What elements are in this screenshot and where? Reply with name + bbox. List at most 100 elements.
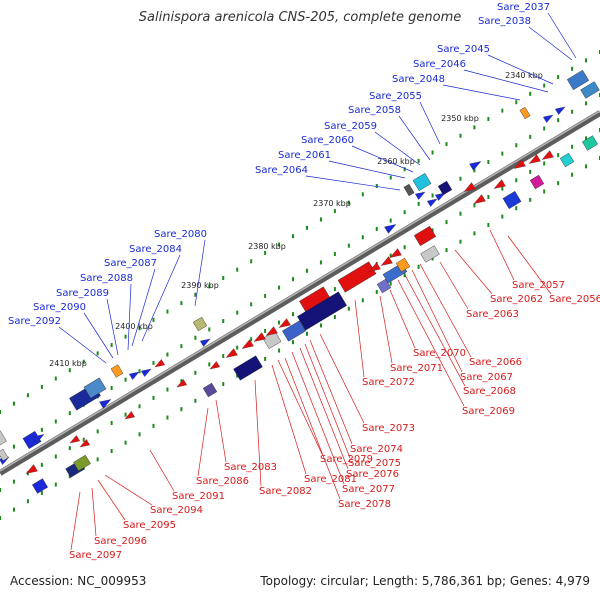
gene-arrow — [241, 339, 254, 349]
gene-box — [297, 291, 347, 331]
gene-label-bottom: Sare_2083 — [224, 462, 277, 473]
tick-mark — [305, 331, 308, 336]
genome-backbone-highlight — [0, 110, 600, 472]
tick-mark — [473, 125, 476, 130]
kbp-label: 2380 kbp — [248, 242, 286, 251]
gene-arrow — [99, 399, 112, 409]
gene-label-top: Sare_2087 — [104, 258, 157, 269]
gene-label-top: Sare_2080 — [154, 229, 207, 240]
leader-line — [489, 229, 515, 281]
tick-mark — [515, 178, 518, 183]
gene-box — [83, 377, 107, 399]
tick-mark — [166, 309, 169, 314]
gene-label-bottom: Sare_2057 — [512, 280, 565, 291]
gene-label-bottom: Sare_2078 — [338, 499, 391, 510]
tick-mark — [431, 193, 434, 198]
leader-line — [127, 283, 132, 351]
gene-label-bottom: Sare_2073 — [362, 423, 415, 434]
tick-mark — [222, 354, 225, 359]
gene-arrow — [176, 379, 188, 388]
tick-mark — [180, 407, 183, 412]
tick-mark — [571, 172, 574, 177]
tick-mark — [585, 58, 588, 63]
tick-mark — [333, 287, 336, 292]
gene-label-top: Sare_2064 — [255, 165, 308, 176]
gene-arrow — [384, 224, 397, 234]
kbp-label: 2400 kbp — [115, 322, 153, 331]
gene-label-top: Sare_2058 — [348, 105, 401, 116]
tick-mark — [319, 260, 322, 265]
gene-label-top: Sare_2045 — [437, 44, 490, 55]
tick-mark — [375, 289, 378, 294]
tick-mark — [571, 66, 574, 71]
gene-arrow — [389, 248, 402, 258]
tick-mark — [166, 352, 169, 357]
tick-mark — [389, 175, 392, 180]
tick-mark — [236, 345, 239, 350]
gene-arrow — [434, 192, 446, 201]
gene-arrow — [25, 464, 38, 474]
gene-box — [529, 174, 545, 190]
leader-line — [389, 289, 416, 349]
tick-mark — [389, 253, 392, 258]
tick-mark — [585, 136, 588, 141]
gene-label-bottom: Sare_2096 — [94, 536, 147, 547]
tick-mark — [292, 277, 295, 282]
leader-line — [454, 249, 493, 295]
leader-line — [299, 347, 349, 470]
gene-label-bottom: Sare_2062 — [490, 294, 543, 305]
tick-mark — [264, 356, 267, 361]
tick-mark — [543, 189, 546, 194]
tick-mark — [347, 306, 350, 311]
tick-mark — [152, 423, 155, 428]
tick-mark — [501, 151, 504, 156]
tick-mark — [585, 164, 588, 169]
gene-box — [0, 448, 9, 462]
tick-mark — [319, 217, 322, 222]
leader-line — [439, 261, 469, 310]
gene-arrow — [380, 256, 393, 266]
tick-mark — [26, 393, 29, 398]
gene-box — [413, 225, 437, 247]
tick-mark — [515, 143, 518, 148]
tick-mark — [375, 183, 378, 188]
tick-mark — [431, 228, 434, 233]
tick-mark — [487, 159, 490, 164]
tick-mark — [557, 181, 560, 186]
tick-mark — [264, 293, 267, 298]
tick-mark — [417, 201, 420, 206]
leader-line — [419, 101, 441, 145]
tick-mark — [529, 169, 532, 174]
gene-arrow — [32, 434, 45, 444]
gene-arrow — [69, 435, 81, 444]
gene-label-bottom: Sare_2082 — [259, 486, 312, 497]
tick-mark — [222, 319, 225, 324]
gene-arrow — [209, 361, 221, 370]
leader-line — [58, 326, 107, 364]
tick-mark — [222, 382, 225, 387]
tick-mark — [347, 200, 350, 205]
gene-label-top: Sare_2092 — [8, 316, 61, 327]
tick-mark — [110, 421, 113, 426]
tick-mark — [501, 108, 504, 113]
gene-label-top: Sare_2059 — [324, 121, 377, 132]
tick-mark — [417, 264, 420, 269]
tick-mark — [96, 429, 99, 434]
tick-mark — [180, 379, 183, 384]
tick-mark — [473, 168, 476, 173]
leader-line — [397, 279, 465, 407]
tick-mark — [529, 197, 532, 202]
leader-line — [309, 339, 353, 445]
tick-mark — [194, 292, 197, 297]
leader-line — [351, 145, 414, 173]
leader-line — [194, 239, 206, 307]
tick-mark — [403, 273, 406, 278]
gene-arrow — [414, 191, 426, 200]
gene-arrow — [199, 338, 211, 347]
gene-arrow — [554, 106, 566, 115]
tick-mark — [236, 267, 239, 272]
tick-mark — [571, 109, 574, 114]
gene-box — [73, 454, 91, 472]
tick-mark — [515, 206, 518, 211]
tick-mark — [264, 250, 267, 255]
